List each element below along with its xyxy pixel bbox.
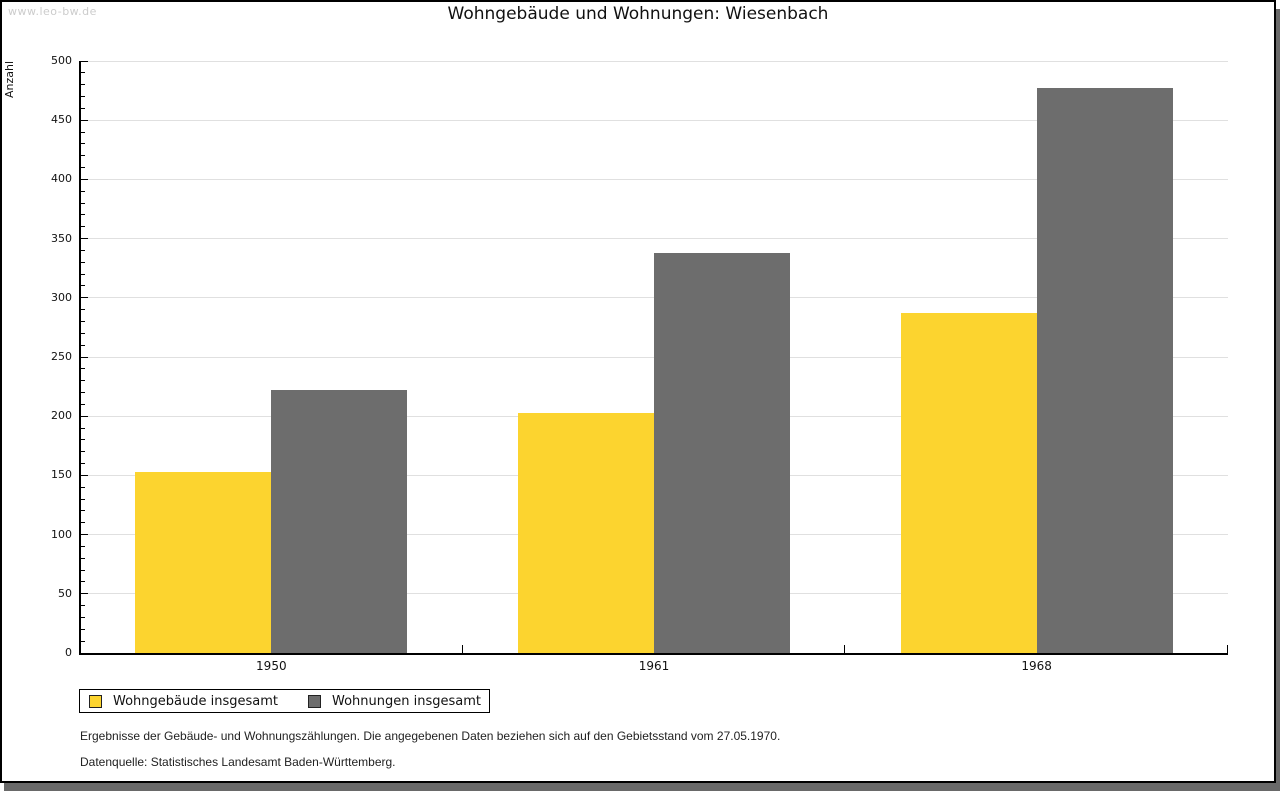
y-axis-minor-tick [80,392,85,394]
y-axis-minor-tick [80,226,85,228]
y-tick-label: 50 [58,586,72,600]
legend-label: Wohnungen insgesamt [332,693,481,709]
y-axis-minor-tick [80,581,85,583]
y-axis-minor-tick [80,605,85,607]
legend-swatch-yellow [89,694,102,708]
y-axis-major-tick [80,474,88,476]
y-tick-label: 300 [51,290,72,304]
bar-1968-wohngebaeude [900,313,1037,653]
y-axis-minor-tick [80,143,85,145]
y-axis-minor-tick [80,190,85,192]
y-tick-label: 500 [51,54,72,67]
bar-1961-wohnungen [654,252,790,653]
bar-1950-wohngebaeude [135,471,272,653]
bar-1950-wohnungen [271,390,408,653]
y-axis-minor-tick [80,640,85,642]
y-axis-line [79,61,81,655]
y-axis-major-tick [80,534,88,536]
bar-1961-wohngebaeude [518,412,654,653]
y-tick-label: 0 [65,646,72,659]
y-axis-minor-tick [80,498,85,500]
x-tick-label: 1961 [638,659,670,673]
y-axis-major-tick [80,356,88,358]
y-axis-minor-tick [80,439,85,441]
legend-item-wohnungen: Wohnungen insgesamt [308,694,481,709]
y-axis-major-tick [80,593,88,595]
bar-1968-wohnungen [1036,88,1173,653]
y-axis-minor-tick [80,309,85,311]
gridline [80,119,1228,121]
y-axis-major-tick [80,60,88,62]
y-axis-minor-tick [80,285,85,287]
y-axis-minor-tick [80,261,85,263]
y-axis-minor-tick [80,72,85,74]
y-axis-minor-tick [80,96,85,98]
plot-area: 1950 1961 1968 0 50 100 150 200 250 300 350 400 450 5… [2,2,1274,781]
y-axis-minor-tick [80,569,85,571]
y-tick-label: 350 [51,231,72,245]
y-axis-minor-tick [80,451,85,453]
x-axis-line [79,653,1228,655]
y-tick-label: 150 [51,468,72,482]
y-tick-label: 450 [51,113,72,127]
y-tick-label: 100 [51,527,72,541]
y-axis-minor-tick [80,463,85,465]
x-tick-label: 1968 [1021,659,1052,673]
y-axis-minor-tick [80,510,85,512]
y-axis-minor-tick [80,557,85,559]
y-axis-minor-tick [80,616,85,618]
legend: Wohngebäude insgesamt Wohnungen insgesam… [79,689,490,713]
chart-title: Wohngebäude und Wohnungen: Wiesenbach [447,4,829,24]
gridline [80,238,1228,240]
y-axis-minor-tick [80,380,85,382]
y-axis-minor-tick [80,486,85,488]
y-axis-major-tick [80,119,88,121]
y-axis-major-tick [80,178,88,180]
gridline [80,60,1228,62]
y-axis-minor-tick [80,202,85,204]
y-axis-minor-tick [80,320,85,322]
legend-item-wohngebaeude: Wohngebäude insgesamt [89,694,278,709]
gridline [80,178,1228,180]
watermark: www.leo-bw.de [8,5,97,18]
x-axis-tick [844,645,846,653]
legend-swatch-gray [308,694,321,708]
x-tick-label: 1950 [256,659,287,673]
y-axis-minor-tick [80,155,85,157]
legend-label: Wohngebäude insgesamt [113,693,278,709]
y-axis-minor-tick [80,167,85,169]
footnote-line-2: Datenquelle: Statistisches Landesamt Bad… [80,755,396,769]
x-axis-tick [461,645,463,653]
y-axis-minor-tick [80,368,85,370]
y-axis-minor-tick [80,332,85,334]
y-axis-minor-tick [80,273,85,275]
y-axis-minor-tick [80,403,85,405]
y-axis-minor-tick [80,344,85,346]
footnote-line-1: Ergebnisse der Gebäude- und Wohnungszähl… [80,729,781,743]
y-axis-minor-tick [80,84,85,86]
y-axis-major-tick [80,415,88,417]
y-tick-label: 250 [51,350,72,363]
y-axis-major-tick [80,297,88,299]
x-axis-tick [1227,645,1228,653]
y-axis-minor-tick [80,628,85,630]
y-axis-major-tick [80,238,88,240]
y-axis-minor-tick [80,249,85,251]
y-tick-label: 400 [51,172,72,186]
y-axis-minor-tick [80,427,85,429]
y-axis-minor-tick [80,545,85,547]
y-axis-minor-tick [80,522,85,524]
y-axis-minor-tick [80,131,85,133]
y-axis-minor-tick [80,214,85,216]
y-axis-minor-tick [80,107,85,109]
y-tick-label: 200 [51,409,72,423]
